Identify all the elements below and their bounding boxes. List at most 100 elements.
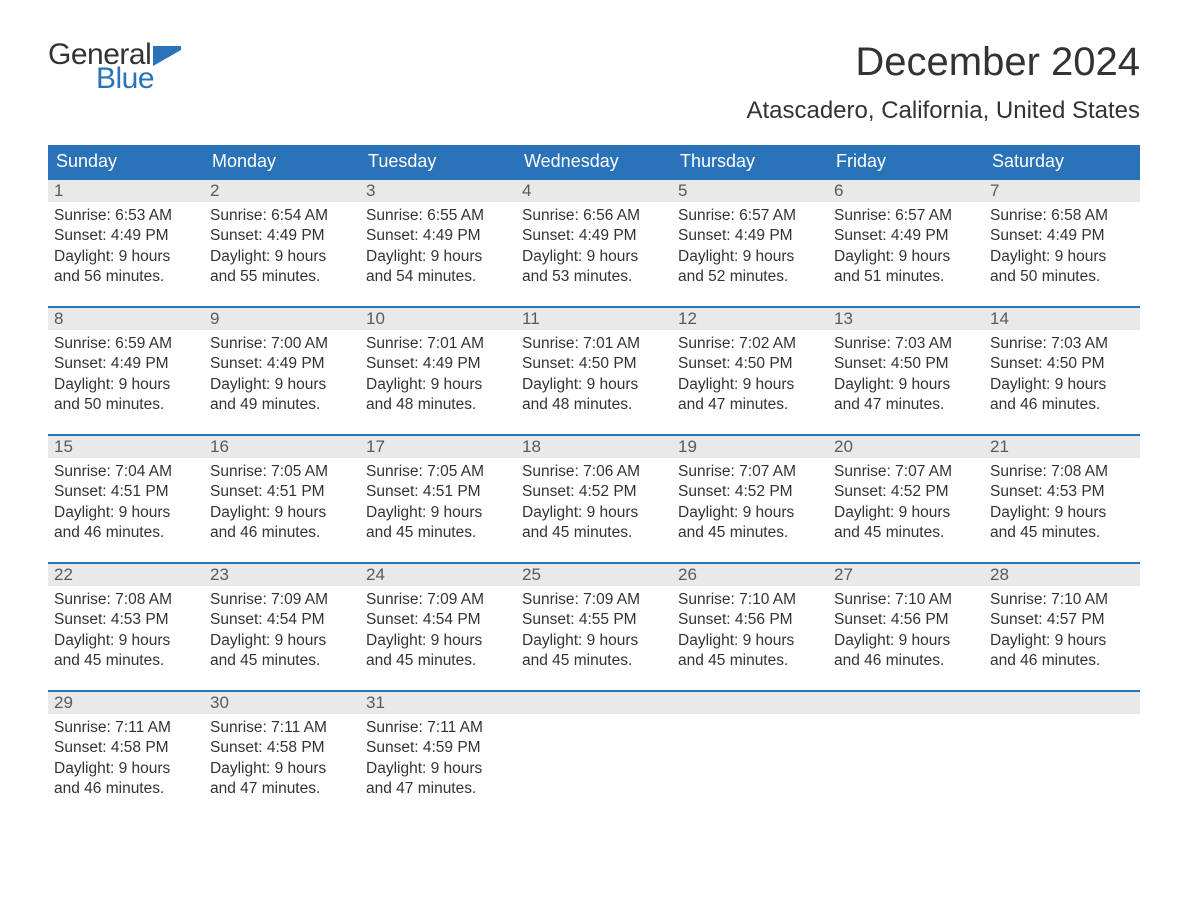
day-details: Sunrise: 6:57 AMSunset: 4:49 PMDaylight:… <box>828 202 984 296</box>
day-details: Sunrise: 7:00 AMSunset: 4:49 PMDaylight:… <box>204 330 360 424</box>
day-number: 29 <box>48 692 204 714</box>
day-details: Sunrise: 7:11 AMSunset: 4:59 PMDaylight:… <box>360 714 516 808</box>
calendar-cell: 13Sunrise: 7:03 AMSunset: 4:50 PMDayligh… <box>828 306 984 434</box>
day-number: 2 <box>204 180 360 202</box>
calendar-week-row: 29Sunrise: 7:11 AMSunset: 4:58 PMDayligh… <box>48 690 1140 818</box>
calendar-week-row: 22Sunrise: 7:08 AMSunset: 4:53 PMDayligh… <box>48 562 1140 690</box>
day-details: Sunrise: 7:08 AMSunset: 4:53 PMDaylight:… <box>48 586 204 680</box>
day-details: Sunrise: 7:05 AMSunset: 4:51 PMDaylight:… <box>360 458 516 552</box>
day-details: Sunrise: 7:10 AMSunset: 4:57 PMDaylight:… <box>984 586 1140 680</box>
day-details: Sunrise: 7:09 AMSunset: 4:54 PMDaylight:… <box>360 586 516 680</box>
day-number: 17 <box>360 436 516 458</box>
calendar-cell: 6Sunrise: 6:57 AMSunset: 4:49 PMDaylight… <box>828 178 984 306</box>
day-details: Sunrise: 7:10 AMSunset: 4:56 PMDaylight:… <box>828 586 984 680</box>
calendar-cell: 8Sunrise: 6:59 AMSunset: 4:49 PMDaylight… <box>48 306 204 434</box>
day-number: 19 <box>672 436 828 458</box>
calendar-cell: 2Sunrise: 6:54 AMSunset: 4:49 PMDaylight… <box>204 178 360 306</box>
day-number: 14 <box>984 308 1140 330</box>
day-number: 9 <box>204 308 360 330</box>
calendar-cell: 31Sunrise: 7:11 AMSunset: 4:59 PMDayligh… <box>360 690 516 818</box>
day-details: Sunrise: 7:09 AMSunset: 4:54 PMDaylight:… <box>204 586 360 680</box>
calendar-cell: 17Sunrise: 7:05 AMSunset: 4:51 PMDayligh… <box>360 434 516 562</box>
day-number: 1 <box>48 180 204 202</box>
calendar-cell: 26Sunrise: 7:10 AMSunset: 4:56 PMDayligh… <box>672 562 828 690</box>
day-number: 25 <box>516 564 672 586</box>
page-header: General Blue December 2024 Atascadero, C… <box>48 40 1140 137</box>
day-number: 30 <box>204 692 360 714</box>
day-number: 6 <box>828 180 984 202</box>
calendar-cell: 20Sunrise: 7:07 AMSunset: 4:52 PMDayligh… <box>828 434 984 562</box>
day-details: Sunrise: 6:54 AMSunset: 4:49 PMDaylight:… <box>204 202 360 296</box>
calendar-cell: 3Sunrise: 6:55 AMSunset: 4:49 PMDaylight… <box>360 178 516 306</box>
weekday-header: Sunday <box>48 145 204 178</box>
day-details: Sunrise: 6:57 AMSunset: 4:49 PMDaylight:… <box>672 202 828 296</box>
logo-flag-icon <box>153 46 181 66</box>
calendar-cell: 28Sunrise: 7:10 AMSunset: 4:57 PMDayligh… <box>984 562 1140 690</box>
calendar-cell: 27Sunrise: 7:10 AMSunset: 4:56 PMDayligh… <box>828 562 984 690</box>
calendar-cell: 21Sunrise: 7:08 AMSunset: 4:53 PMDayligh… <box>984 434 1140 562</box>
day-details: Sunrise: 7:08 AMSunset: 4:53 PMDaylight:… <box>984 458 1140 552</box>
calendar-week-row: 8Sunrise: 6:59 AMSunset: 4:49 PMDaylight… <box>48 306 1140 434</box>
day-number: 4 <box>516 180 672 202</box>
calendar-cell: 1Sunrise: 6:53 AMSunset: 4:49 PMDaylight… <box>48 178 204 306</box>
calendar-cell: 11Sunrise: 7:01 AMSunset: 4:50 PMDayligh… <box>516 306 672 434</box>
day-details: Sunrise: 6:56 AMSunset: 4:49 PMDaylight:… <box>516 202 672 296</box>
calendar-cell: 14Sunrise: 7:03 AMSunset: 4:50 PMDayligh… <box>984 306 1140 434</box>
weekday-header: Monday <box>204 145 360 178</box>
day-number: 27 <box>828 564 984 586</box>
day-details: Sunrise: 6:58 AMSunset: 4:49 PMDaylight:… <box>984 202 1140 296</box>
calendar-cell <box>984 690 1140 818</box>
calendar-cell: 12Sunrise: 7:02 AMSunset: 4:50 PMDayligh… <box>672 306 828 434</box>
day-number: 3 <box>360 180 516 202</box>
day-number: 11 <box>516 308 672 330</box>
weekday-header: Wednesday <box>516 145 672 178</box>
day-number: 23 <box>204 564 360 586</box>
page-title: December 2024 <box>746 40 1140 85</box>
calendar-cell: 9Sunrise: 7:00 AMSunset: 4:49 PMDaylight… <box>204 306 360 434</box>
day-details: Sunrise: 7:03 AMSunset: 4:50 PMDaylight:… <box>828 330 984 424</box>
day-number: 26 <box>672 564 828 586</box>
day-number: 24 <box>360 564 516 586</box>
day-details: Sunrise: 7:10 AMSunset: 4:56 PMDaylight:… <box>672 586 828 680</box>
calendar-cell <box>828 690 984 818</box>
day-number: 20 <box>828 436 984 458</box>
location-subtitle: Atascadero, California, United States <box>746 97 1140 125</box>
day-details: Sunrise: 6:53 AMSunset: 4:49 PMDaylight:… <box>48 202 204 296</box>
calendar-cell: 24Sunrise: 7:09 AMSunset: 4:54 PMDayligh… <box>360 562 516 690</box>
weekday-header: Thursday <box>672 145 828 178</box>
day-details: Sunrise: 7:11 AMSunset: 4:58 PMDaylight:… <box>48 714 204 808</box>
day-number: 10 <box>360 308 516 330</box>
day-number: 13 <box>828 308 984 330</box>
day-details: Sunrise: 7:05 AMSunset: 4:51 PMDaylight:… <box>204 458 360 552</box>
day-number: 15 <box>48 436 204 458</box>
calendar-cell: 22Sunrise: 7:08 AMSunset: 4:53 PMDayligh… <box>48 562 204 690</box>
day-details: Sunrise: 6:55 AMSunset: 4:49 PMDaylight:… <box>360 202 516 296</box>
day-details: Sunrise: 7:07 AMSunset: 4:52 PMDaylight:… <box>672 458 828 552</box>
calendar-cell <box>516 690 672 818</box>
calendar-table: SundayMondayTuesdayWednesdayThursdayFrid… <box>48 145 1140 818</box>
logo-word2: Blue <box>48 64 181 94</box>
calendar-cell: 4Sunrise: 6:56 AMSunset: 4:49 PMDaylight… <box>516 178 672 306</box>
calendar-week-row: 15Sunrise: 7:04 AMSunset: 4:51 PMDayligh… <box>48 434 1140 562</box>
calendar-cell: 10Sunrise: 7:01 AMSunset: 4:49 PMDayligh… <box>360 306 516 434</box>
day-details: Sunrise: 7:02 AMSunset: 4:50 PMDaylight:… <box>672 330 828 424</box>
calendar-cell: 5Sunrise: 6:57 AMSunset: 4:49 PMDaylight… <box>672 178 828 306</box>
calendar-cell: 30Sunrise: 7:11 AMSunset: 4:58 PMDayligh… <box>204 690 360 818</box>
weekday-header: Saturday <box>984 145 1140 178</box>
day-details: Sunrise: 7:07 AMSunset: 4:52 PMDaylight:… <box>828 458 984 552</box>
day-number: 31 <box>360 692 516 714</box>
day-number: 22 <box>48 564 204 586</box>
day-details: Sunrise: 7:11 AMSunset: 4:58 PMDaylight:… <box>204 714 360 808</box>
calendar-cell: 25Sunrise: 7:09 AMSunset: 4:55 PMDayligh… <box>516 562 672 690</box>
day-number: 12 <box>672 308 828 330</box>
calendar-cell: 29Sunrise: 7:11 AMSunset: 4:58 PMDayligh… <box>48 690 204 818</box>
day-details: Sunrise: 6:59 AMSunset: 4:49 PMDaylight:… <box>48 330 204 424</box>
calendar-cell: 19Sunrise: 7:07 AMSunset: 4:52 PMDayligh… <box>672 434 828 562</box>
day-number: 18 <box>516 436 672 458</box>
calendar-cell: 16Sunrise: 7:05 AMSunset: 4:51 PMDayligh… <box>204 434 360 562</box>
day-details: Sunrise: 7:03 AMSunset: 4:50 PMDaylight:… <box>984 330 1140 424</box>
calendar-cell: 18Sunrise: 7:06 AMSunset: 4:52 PMDayligh… <box>516 434 672 562</box>
weekday-header: Friday <box>828 145 984 178</box>
weekday-header: Tuesday <box>360 145 516 178</box>
weekday-header-row: SundayMondayTuesdayWednesdayThursdayFrid… <box>48 145 1140 178</box>
